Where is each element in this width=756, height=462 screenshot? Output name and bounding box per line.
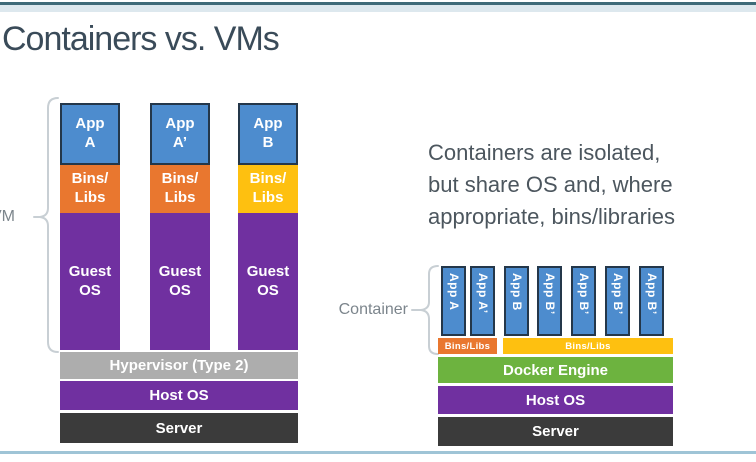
top-border-band bbox=[0, 5, 756, 12]
containers-description-text: Containers are isolated, but share OS an… bbox=[428, 140, 676, 229]
container-bar: App A bbox=[441, 266, 466, 336]
bins-libs-strip: Bins/Libs bbox=[503, 338, 673, 354]
bottom-border-line bbox=[0, 451, 756, 454]
container-bar: App B’ bbox=[605, 266, 630, 336]
vm-column: App A Bins/ Libs Guest OS bbox=[60, 103, 120, 350]
container-bar: App B’ bbox=[571, 266, 596, 336]
guest-os-box: Guest OS bbox=[60, 213, 120, 350]
page-title: Containers vs. VMs bbox=[2, 20, 280, 58]
container-bar: App B’ bbox=[537, 266, 562, 336]
host-os-layer: Host OS bbox=[60, 381, 298, 410]
vm-column: App B Bins/ Libs Guest OS bbox=[238, 103, 298, 350]
container-bar: App A’ bbox=[470, 266, 495, 336]
server-layer: Server bbox=[438, 417, 673, 446]
hypervisor-layer: Hypervisor (Type 2) bbox=[60, 352, 298, 379]
bins-libs-box: Bins/ Libs bbox=[60, 165, 120, 213]
host-os-layer: Host OS bbox=[438, 386, 673, 414]
container-bar: App B’ bbox=[639, 266, 664, 336]
top-border-line bbox=[0, 2, 756, 5]
guest-os-box: Guest OS bbox=[150, 213, 210, 350]
container-brace bbox=[411, 265, 439, 355]
container-brace-label: Container bbox=[338, 301, 408, 318]
app-box: App A bbox=[60, 103, 120, 165]
guest-os-box: Guest OS bbox=[238, 213, 298, 350]
vm-brace-label: VM bbox=[0, 208, 15, 225]
docker-engine-layer: Docker Engine bbox=[438, 357, 673, 383]
app-box: App A’ bbox=[150, 103, 210, 165]
vm-column: App A’ Bins/ Libs Guest OS bbox=[150, 103, 210, 350]
vm-brace bbox=[33, 97, 59, 353]
container-bar: App B bbox=[504, 266, 529, 336]
bins-libs-strip: Bins/Libs bbox=[438, 338, 497, 354]
app-box: App B bbox=[238, 103, 298, 165]
bins-libs-box: Bins/ Libs bbox=[238, 165, 298, 213]
server-layer: Server bbox=[60, 413, 298, 443]
bins-libs-box: Bins/ Libs bbox=[150, 165, 210, 213]
